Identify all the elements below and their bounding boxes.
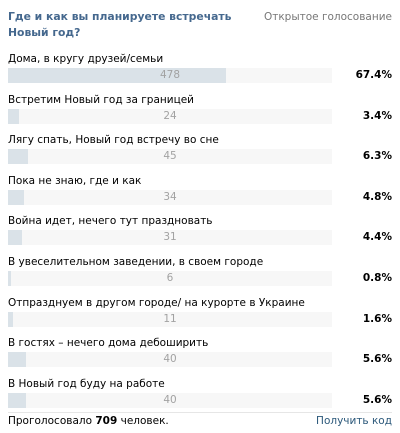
- poll-option-bar-fill: [8, 270, 11, 286]
- poll-option-bar-fill: [8, 189, 24, 205]
- poll-option-count: 24: [163, 109, 177, 122]
- voted-prefix: Проголосовало: [8, 415, 93, 427]
- poll-option-bar-fill: [8, 230, 23, 246]
- poll-option-count: 40: [163, 393, 177, 406]
- poll-option-label: Дома, в кругу друзей/семьи: [8, 53, 164, 65]
- poll-option-bar-fill: [8, 149, 29, 165]
- poll-option[interactable]: В Новый год буду на работе 40 5.6%: [8, 377, 392, 418]
- poll-option-bar: 34: [8, 189, 332, 205]
- poll-option[interactable]: Лягу спать, Новый год встречу во сне 45 6.…: [8, 133, 392, 174]
- poll-option-percent: 4.4%: [362, 231, 392, 244]
- voted-summary: Проголосовало 709 человек.: [8, 415, 169, 427]
- poll-option-bar: 40: [8, 352, 332, 368]
- poll-option-percent: 0.8%: [362, 271, 392, 284]
- poll-option-bar: 24: [8, 108, 332, 124]
- poll-option-label: Пока не знаю, где и как: [8, 174, 142, 187]
- poll-option[interactable]: Война идет, нечего тут праздновать 31 4.4%: [8, 214, 392, 255]
- poll-option-bar: 11: [8, 311, 332, 327]
- poll-option-bar: 478: [8, 68, 332, 83]
- poll-option-label: Встретим Новый год за границей: [8, 93, 195, 106]
- voted-total: 709: [95, 415, 118, 427]
- poll-option-count: 40: [163, 353, 177, 366]
- poll-option-percent: 67.4%: [355, 69, 392, 81]
- poll-option-percent: 5.6%: [362, 393, 392, 406]
- poll-option[interactable]: Дома, в кругу друзей/семьи 478 67.4%: [8, 52, 392, 93]
- poll-option-percent: 5.6%: [362, 353, 392, 366]
- poll-option-bar: 40: [8, 392, 332, 408]
- poll-option[interactable]: Пока не знаю, где и как 34 4.8%: [8, 174, 392, 215]
- poll-option-bar-fill: [8, 108, 20, 124]
- poll-header: Где и как вы планируете встречать Новый …: [8, 9, 392, 41]
- poll-option-label: В Новый год буду на работе: [8, 377, 165, 390]
- poll-question: Где и как вы планируете встречать Новый …: [8, 10, 232, 39]
- poll-option-bar-fill: [8, 311, 14, 327]
- poll-option[interactable]: В гостях – нечего дома дебоширить 40 5.6%: [8, 336, 392, 377]
- poll-option-bar-fill: [8, 352, 27, 368]
- voted-suffix: человек.: [120, 415, 169, 427]
- poll-option-bar: 6: [8, 270, 332, 286]
- poll-option-label: В увеселительном заведении, в своем горо…: [8, 255, 264, 268]
- poll-options: Дома, в кругу друзей/семьи 478 67.4% Встрет…: [8, 52, 392, 417]
- poll-option-bar-fill: [8, 68, 227, 83]
- poll-type-label: Открытое голосование: [263, 11, 392, 23]
- poll-option-label: Лягу спать, Новый год встречу во сне: [8, 134, 219, 147]
- poll-option[interactable]: Отпразднуем в другом городе/ на курорте …: [8, 296, 392, 337]
- poll-option-count: 6: [166, 271, 174, 284]
- poll-option[interactable]: В увеселительном заведении, в своем горо…: [8, 255, 392, 296]
- poll-option[interactable]: Встретим Новый год за границей 24 3.4%: [8, 93, 392, 134]
- poll-option-count: 34: [163, 190, 177, 203]
- poll-option-bar: 45: [8, 149, 332, 165]
- poll-option-count: 478: [159, 69, 181, 81]
- poll-option-count: 45: [163, 150, 177, 163]
- get-code-link[interactable]: Получить код: [316, 415, 392, 427]
- poll-option-percent: 3.4%: [362, 109, 392, 122]
- poll-footer: Проголосовало 709 человек. Получить код: [8, 412, 392, 433]
- poll-option-label: Отпразднуем в другом городе/ на курорте …: [8, 296, 305, 309]
- poll-option-percent: 4.8%: [362, 190, 392, 203]
- poll-option-count: 11: [163, 312, 177, 325]
- poll-option-percent: 1.6%: [362, 312, 392, 325]
- poll-option-label: Война идет, нечего тут праздновать: [8, 215, 213, 228]
- poll-option-count: 31: [163, 231, 177, 244]
- poll-option-percent: 6.3%: [362, 150, 392, 163]
- poll-option-bar-fill: [8, 392, 27, 408]
- poll-option-bar: 31: [8, 230, 332, 246]
- poll-option-label: В гостях – нечего дома дебоширить: [8, 337, 209, 350]
